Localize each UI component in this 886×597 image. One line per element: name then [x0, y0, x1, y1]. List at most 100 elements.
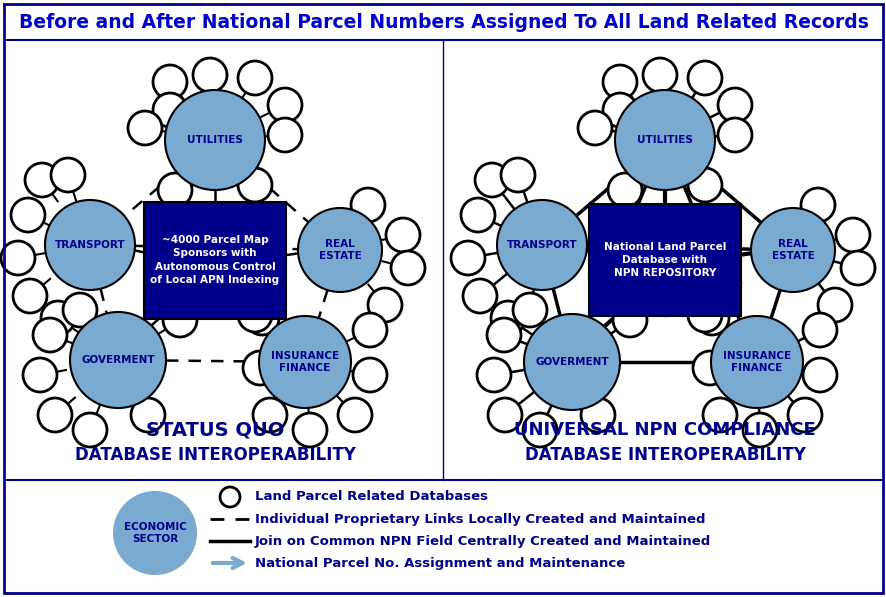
Text: Before and After National Parcel Numbers Assigned To All Land Related Records: Before and After National Parcel Numbers… [19, 13, 867, 32]
Circle shape [486, 318, 520, 352]
Circle shape [237, 168, 272, 202]
Text: Individual Proprietary Links Locally Created and Maintained: Individual Proprietary Links Locally Cre… [254, 512, 704, 525]
Circle shape [717, 118, 751, 152]
Circle shape [461, 198, 494, 232]
Circle shape [70, 312, 166, 408]
Circle shape [25, 163, 59, 197]
Circle shape [475, 163, 509, 197]
Circle shape [711, 316, 802, 408]
Circle shape [368, 288, 401, 322]
Circle shape [817, 288, 851, 322]
Circle shape [688, 61, 721, 95]
Circle shape [524, 314, 619, 410]
Circle shape [787, 398, 821, 432]
Circle shape [193, 58, 227, 92]
Circle shape [33, 318, 67, 352]
Text: INSURANCE
FINANCE: INSURANCE FINANCE [722, 351, 790, 373]
Circle shape [501, 158, 534, 192]
Circle shape [128, 111, 162, 145]
Circle shape [703, 398, 736, 432]
Circle shape [165, 90, 265, 190]
Circle shape [11, 198, 45, 232]
Text: GOVERMENT: GOVERMENT [534, 357, 608, 367]
Circle shape [298, 208, 382, 292]
Text: UTILITIES: UTILITIES [636, 135, 692, 145]
Circle shape [391, 251, 424, 285]
Circle shape [163, 303, 197, 337]
Circle shape [158, 173, 191, 207]
Circle shape [802, 358, 836, 392]
Circle shape [835, 218, 869, 252]
Circle shape [73, 413, 107, 447]
Text: STATUS QUO: STATUS QUO [145, 420, 284, 439]
Text: REAL
ESTATE: REAL ESTATE [318, 239, 361, 261]
Circle shape [13, 279, 47, 313]
Text: DATABASE INTEROPERABILITY: DATABASE INTEROPERABILITY [74, 446, 355, 464]
Circle shape [131, 398, 165, 432]
Circle shape [268, 88, 301, 122]
Circle shape [450, 241, 485, 275]
Circle shape [840, 251, 874, 285]
Circle shape [578, 111, 611, 145]
Circle shape [491, 301, 525, 335]
Circle shape [353, 358, 386, 392]
Circle shape [602, 93, 636, 127]
Text: Join on Common NPN Field Centrally Created and Maintained: Join on Common NPN Field Centrally Creat… [254, 534, 711, 547]
Circle shape [750, 208, 834, 292]
Circle shape [602, 65, 636, 99]
Text: INSURANCE
FINANCE: INSURANCE FINANCE [270, 351, 338, 373]
Circle shape [243, 351, 276, 385]
Circle shape [496, 200, 587, 290]
Circle shape [688, 168, 721, 202]
Circle shape [292, 413, 327, 447]
Text: UTILITIES: UTILITIES [187, 135, 243, 145]
Circle shape [462, 279, 496, 313]
Text: TRANSPORT: TRANSPORT [55, 240, 125, 250]
Circle shape [580, 398, 614, 432]
Circle shape [523, 413, 556, 447]
Circle shape [41, 301, 75, 335]
Circle shape [253, 398, 287, 432]
Circle shape [338, 398, 371, 432]
Circle shape [695, 301, 728, 335]
Circle shape [353, 313, 386, 347]
Circle shape [692, 351, 727, 385]
Circle shape [477, 358, 510, 392]
Circle shape [259, 316, 351, 408]
FancyBboxPatch shape [144, 202, 285, 319]
Circle shape [642, 58, 676, 92]
Text: GOVERMENT: GOVERMENT [82, 355, 155, 365]
Circle shape [802, 313, 836, 347]
Circle shape [1, 241, 35, 275]
Circle shape [268, 118, 301, 152]
Text: National Parcel No. Assignment and Maintenance: National Parcel No. Assignment and Maint… [254, 556, 625, 570]
Circle shape [487, 398, 522, 432]
Text: TRANSPORT: TRANSPORT [506, 240, 577, 250]
Circle shape [742, 413, 776, 447]
Circle shape [152, 65, 187, 99]
Circle shape [385, 218, 420, 252]
Text: National Land Parcel
Database with
NPN REPOSITORY: National Land Parcel Database with NPN R… [603, 242, 726, 278]
Circle shape [351, 188, 385, 222]
Circle shape [237, 61, 272, 95]
Circle shape [113, 491, 197, 575]
Circle shape [237, 298, 272, 332]
Circle shape [688, 298, 721, 332]
Circle shape [607, 173, 641, 207]
Text: Land Parcel Related Databases: Land Parcel Related Databases [254, 491, 487, 503]
Text: ~4000 Parcel Map
Sponsors with
Autonomous Control
of Local APN Indexing: ~4000 Parcel Map Sponsors with Autonomou… [151, 235, 279, 285]
Text: UNIVERSAL NPN COMPLIANCE: UNIVERSAL NPN COMPLIANCE [514, 421, 815, 439]
Circle shape [63, 293, 97, 327]
Circle shape [38, 398, 72, 432]
FancyBboxPatch shape [588, 204, 740, 316]
Text: DATABASE INTEROPERABILITY: DATABASE INTEROPERABILITY [524, 446, 804, 464]
Circle shape [612, 303, 646, 337]
Circle shape [220, 487, 240, 507]
Circle shape [512, 293, 547, 327]
Text: REAL
ESTATE: REAL ESTATE [771, 239, 813, 261]
Circle shape [614, 90, 714, 190]
Circle shape [152, 93, 187, 127]
Text: ECONOMIC
SECTOR: ECONOMIC SECTOR [123, 522, 186, 544]
Circle shape [245, 301, 279, 335]
Circle shape [717, 88, 751, 122]
